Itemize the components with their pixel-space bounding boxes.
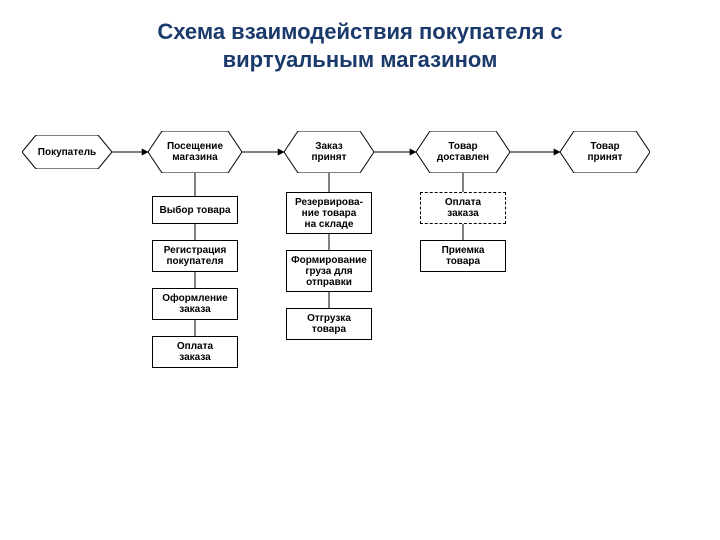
rect-form: Оформлениезаказа	[152, 288, 238, 320]
hex-label-delivered: Товардоставлен	[416, 131, 510, 173]
rect-reserve: Резервирова-ние товарана складе	[286, 192, 372, 234]
rect-ship: Отгрузкатовара	[286, 308, 372, 340]
hex-visit: Посещениемагазина	[148, 131, 242, 173]
rect-packing: Формированиегруза дляотправки	[286, 250, 372, 292]
hex-label-visit: Посещениемагазина	[148, 131, 242, 173]
hex-buyer: Покупатель	[22, 135, 112, 169]
rect-register: Регистрацияпокупателя	[152, 240, 238, 272]
flowchart-diagram: Покупатель Посещениемагазина Заказпринят То…	[0, 0, 720, 540]
rect-accept: Приемкатовара	[420, 240, 506, 272]
hex-received: Товарпринят	[560, 131, 650, 173]
hex-accepted: Заказпринят	[284, 131, 374, 173]
rect-pay: Оплатазаказа	[152, 336, 238, 368]
rect-choose: Выбор товара	[152, 196, 238, 224]
hex-label-buyer: Покупатель	[22, 135, 112, 169]
hex-delivered: Товардоставлен	[416, 131, 510, 173]
hex-label-received: Товарпринят	[560, 131, 650, 173]
hex-label-accepted: Заказпринят	[284, 131, 374, 173]
rect-orderpay: Оплатазаказа	[420, 192, 506, 224]
